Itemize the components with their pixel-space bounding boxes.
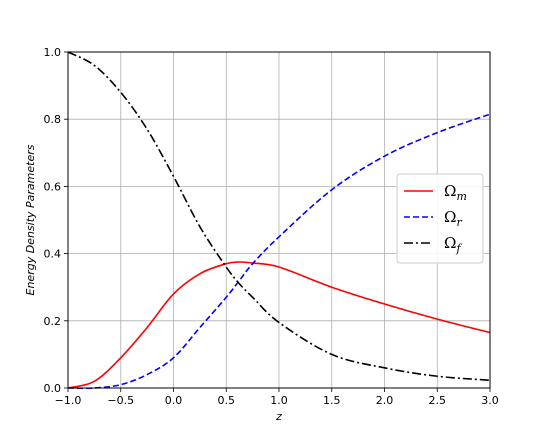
legend-label-omega-f: Ωf bbox=[444, 234, 462, 255]
legend-label-omega-r: Ωr bbox=[444, 208, 462, 229]
x-tick-label: 1.5 bbox=[323, 394, 341, 407]
series-lines bbox=[67, 51, 491, 390]
legend-label-main: Ω bbox=[444, 182, 456, 200]
legend-box bbox=[396, 173, 484, 264]
x-tick-label: 2.0 bbox=[376, 394, 394, 407]
y-tick-label: 0.6 bbox=[44, 180, 62, 193]
x-tick-label: 0.0 bbox=[165, 394, 183, 407]
y-axis-label: Energy Density Parameters bbox=[24, 144, 37, 295]
y-tick-label: 0.8 bbox=[44, 113, 62, 126]
legend-label-subscript: r bbox=[456, 216, 462, 229]
series-line-omega-m bbox=[67, 261, 491, 389]
x-tick-label: 1.0 bbox=[270, 394, 288, 407]
y-tick-label: 0.4 bbox=[44, 248, 62, 261]
x-tick-label: −1.0 bbox=[55, 394, 82, 407]
legend-label-main: Ω bbox=[444, 234, 456, 252]
y-axis-ticks: 0.0 0.2 0.4 0.6 0.8 1.0 bbox=[44, 46, 68, 395]
x-tick-label: 3.0 bbox=[481, 394, 499, 407]
x-axis-label: z bbox=[275, 410, 282, 423]
legend-label-subscript: m bbox=[456, 190, 466, 203]
x-tick-label: −0.5 bbox=[107, 394, 134, 407]
legend-label-omega-m: Ωm bbox=[444, 182, 467, 203]
series-line-omega-r bbox=[67, 113, 491, 390]
legend-label-main: Ω bbox=[444, 208, 456, 226]
legend-label-subscript: f bbox=[455, 242, 462, 255]
x-axis-ticks: −1.0 −0.5 0.0 0.5 1.0 1.5 2.0 2.5 3.0 bbox=[55, 388, 499, 407]
y-tick-label: 0.0 bbox=[44, 382, 62, 395]
y-tick-label: 0.2 bbox=[44, 315, 62, 328]
y-tick-label: 1.0 bbox=[44, 46, 62, 59]
x-tick-label: 2.5 bbox=[429, 394, 447, 407]
series-line-omega-f bbox=[67, 51, 491, 382]
x-tick-label: 0.5 bbox=[218, 394, 236, 407]
